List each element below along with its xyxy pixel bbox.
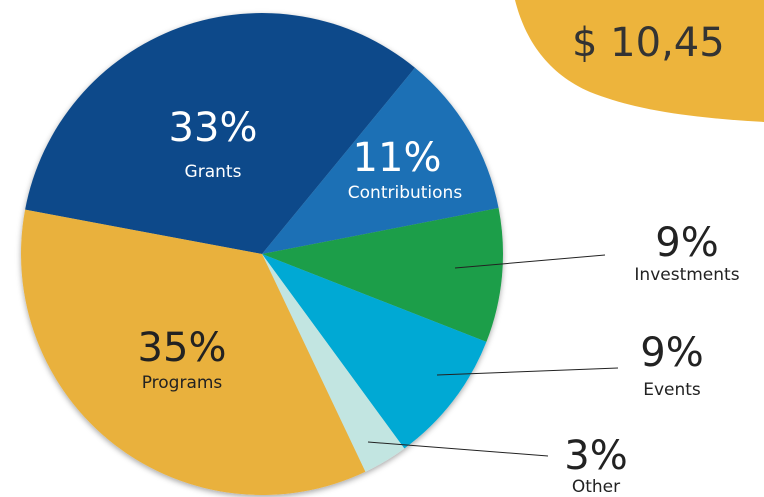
- slice-percent: 3%: [564, 433, 627, 479]
- pie-slice: [262, 67, 499, 254]
- pie-slice: [20, 209, 366, 495]
- pie-slice: [262, 208, 503, 342]
- total-label: $ 10,45: [572, 20, 725, 66]
- slice-name: Contributions: [348, 183, 463, 203]
- slice-percent: 9%: [640, 330, 703, 376]
- slice-percent: 35%: [138, 325, 227, 371]
- leader-line: [436, 367, 619, 376]
- total-badge: [515, 0, 764, 122]
- leader-line: [454, 254, 606, 269]
- slice-percent: 11%: [353, 135, 442, 181]
- leader-line: [367, 441, 549, 457]
- slice-name: Grants: [185, 162, 242, 182]
- slice-name: Investments: [634, 265, 739, 285]
- slice-name: Events: [643, 380, 701, 400]
- slice-percent: 9%: [655, 220, 718, 266]
- pie: [20, 12, 503, 495]
- slice-percent: 33%: [169, 105, 258, 151]
- pie-slice: [262, 254, 405, 472]
- slice-name: Other: [572, 477, 620, 497]
- pie-slice: [25, 12, 415, 254]
- pie-slice: [262, 254, 487, 449]
- slice-name: Programs: [142, 373, 223, 393]
